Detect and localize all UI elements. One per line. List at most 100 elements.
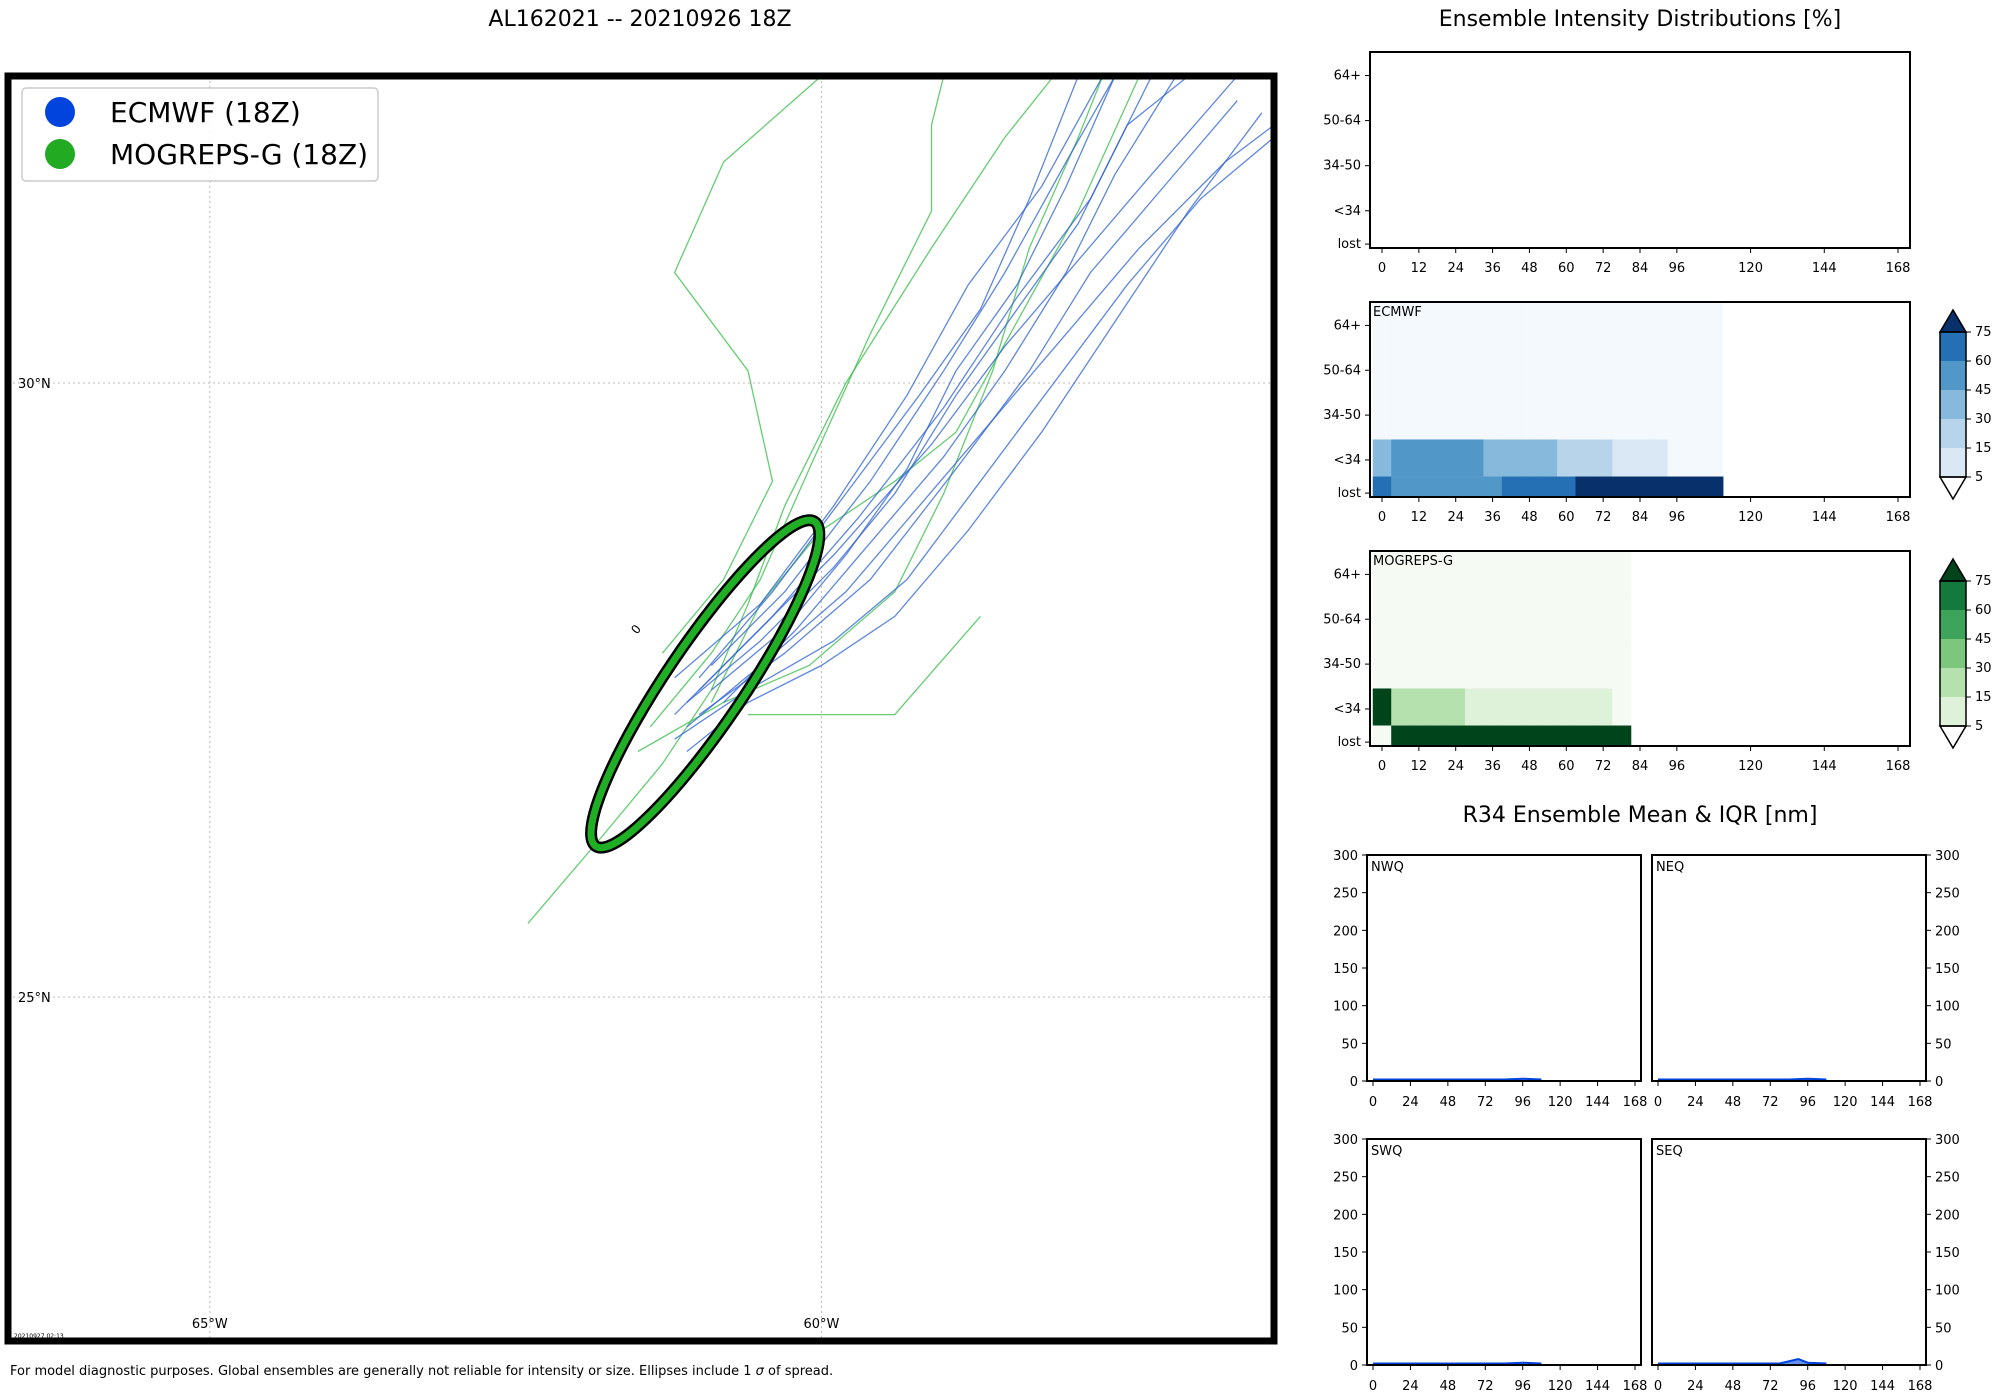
heat-cell xyxy=(1501,551,1521,597)
y-tick-label: 300 xyxy=(1935,849,1960,864)
heat-cell xyxy=(1557,302,1576,348)
ecmwf-track xyxy=(674,136,1274,740)
spread-ellipse xyxy=(585,514,826,854)
heat-cell xyxy=(1372,439,1392,477)
heat-cell xyxy=(1520,476,1540,497)
heat-cell xyxy=(1409,476,1429,497)
ecmwf-track xyxy=(710,76,1116,666)
x-tick-label: 144 xyxy=(1812,510,1837,525)
timestamp: 20210927 02:13 xyxy=(14,1333,64,1340)
panel-title: MOGREPS-G xyxy=(1373,554,1453,569)
colorbar-over-arrow xyxy=(1938,308,1968,333)
x-tick-label: 48 xyxy=(1725,1095,1742,1110)
heat-cell xyxy=(1391,476,1411,497)
x-tick-label: 96 xyxy=(1669,261,1686,276)
heat-cell xyxy=(1372,688,1392,726)
heat-cell xyxy=(1483,439,1503,477)
colorbar-segment xyxy=(1940,390,1966,419)
x-tick-label: 144 xyxy=(1585,1095,1610,1110)
x-tick-label: 168 xyxy=(1886,759,1911,774)
panel-frame xyxy=(1369,51,1911,249)
intensity-panel-ecmwf: ECMWF 64+ 50-64 34-50 <34 lost 0 12 24 36 48 60 72 84… xyxy=(1323,301,1911,525)
y-tick-label: 0 xyxy=(1935,1359,1943,1374)
heat-cell xyxy=(1483,347,1503,394)
heat-cell xyxy=(1464,596,1484,643)
heat-cell xyxy=(1391,347,1411,394)
x-tick-label: 0 xyxy=(1378,510,1386,525)
heat-cell xyxy=(1409,596,1429,643)
y-tick-label: 150 xyxy=(1935,962,1960,977)
heat-cell xyxy=(1538,439,1558,477)
ecmwf-r34-line xyxy=(1658,1357,1827,1365)
y-tick-label: 250 xyxy=(1935,887,1960,902)
heat-cell xyxy=(1520,596,1540,643)
heat-cell xyxy=(1483,642,1503,689)
x-tick-label: 84 xyxy=(1632,261,1649,276)
heat-cell xyxy=(1520,302,1540,348)
heat-cell xyxy=(1501,302,1521,348)
colorbar-frame xyxy=(1939,331,1967,478)
y-tick-label: 50-64 xyxy=(1323,363,1361,378)
heat-cell xyxy=(1391,393,1411,440)
x-tick-label: 120 xyxy=(1738,510,1763,525)
panel-frame xyxy=(1366,1138,1642,1366)
colorbar-segment xyxy=(1940,361,1966,390)
mogreps-track xyxy=(649,76,945,728)
heat-cell xyxy=(1372,596,1392,643)
heat-cell xyxy=(1372,725,1392,746)
x-tick-label: 120 xyxy=(1548,1379,1573,1390)
panel-title: NWQ xyxy=(1371,860,1404,875)
y-tick-label: 0 xyxy=(1350,1075,1358,1090)
x-tick-label: 84 xyxy=(1632,510,1649,525)
heat-cell xyxy=(1464,393,1484,440)
heat-cell xyxy=(1446,725,1466,746)
lon-label: 65°W xyxy=(192,1317,228,1332)
heat-cell xyxy=(1557,725,1576,746)
heat-cell xyxy=(1372,642,1392,689)
heat-cell xyxy=(1391,642,1411,689)
heat-cell xyxy=(1409,551,1429,597)
x-tick-label: 0 xyxy=(1369,1379,1377,1390)
heat-cell xyxy=(1557,347,1576,394)
y-tick-label: 150 xyxy=(1935,1246,1960,1261)
y-tick-label: 300 xyxy=(1935,1133,1960,1148)
x-tick-label: 60 xyxy=(1558,510,1575,525)
panel-frame xyxy=(1651,1138,1927,1366)
y-tick-label: <34 xyxy=(1334,204,1361,219)
heat-cell xyxy=(1612,439,1632,477)
heat-cell xyxy=(1501,596,1521,643)
panel-title: ECMWF xyxy=(1373,305,1422,320)
x-tick-label: 0 xyxy=(1654,1095,1662,1110)
y-tick-label: 64+ xyxy=(1334,567,1361,582)
x-tick-label: 72 xyxy=(1477,1095,1494,1110)
heat-cell xyxy=(1630,393,1650,440)
heat-cell xyxy=(1501,725,1521,746)
heat-cell xyxy=(1630,476,1650,497)
heat-cell xyxy=(1391,439,1411,477)
heat-cell xyxy=(1538,596,1558,643)
colorbar-segment xyxy=(1940,639,1966,668)
x-tick-label: 0 xyxy=(1654,1379,1662,1390)
heat-cell xyxy=(1372,476,1392,497)
x-tick-label: 24 xyxy=(1447,261,1464,276)
colorbar-tick-label: 60 xyxy=(1975,603,1992,618)
heat-cell xyxy=(1704,302,1724,348)
y-tick-label: 50-64 xyxy=(1323,114,1361,129)
heat-cell xyxy=(1501,642,1521,689)
colorbar-tick-label: 75 xyxy=(1975,325,1992,340)
colorbar-tick-label: 15 xyxy=(1975,441,1992,456)
heat-cell xyxy=(1372,393,1392,440)
heat-cell xyxy=(1686,302,1705,348)
y-tick-label: 100 xyxy=(1935,1000,1960,1015)
x-tick-label: 168 xyxy=(1886,261,1911,276)
x-tick-label: 12 xyxy=(1411,759,1428,774)
y-tick-label: <34 xyxy=(1334,702,1361,717)
ecmwf-track xyxy=(698,76,1079,679)
heat-cell xyxy=(1575,439,1595,477)
heat-cell xyxy=(1667,393,1687,440)
heat-cell xyxy=(1593,725,1613,746)
heat-cell xyxy=(1686,439,1705,477)
y-tick-label: 50 xyxy=(1341,1037,1358,1052)
